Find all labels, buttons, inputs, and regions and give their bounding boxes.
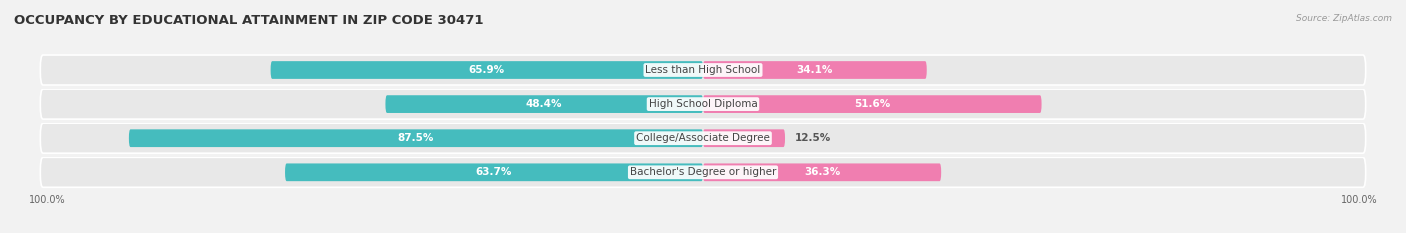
FancyBboxPatch shape: [129, 129, 703, 147]
FancyBboxPatch shape: [41, 89, 1365, 119]
FancyBboxPatch shape: [703, 129, 785, 147]
FancyBboxPatch shape: [41, 55, 1365, 85]
Text: High School Diploma: High School Diploma: [648, 99, 758, 109]
FancyBboxPatch shape: [41, 123, 1365, 153]
Text: 36.3%: 36.3%: [804, 167, 841, 177]
Text: 63.7%: 63.7%: [475, 167, 512, 177]
FancyBboxPatch shape: [270, 61, 703, 79]
FancyBboxPatch shape: [41, 157, 1365, 187]
Text: 65.9%: 65.9%: [468, 65, 505, 75]
FancyBboxPatch shape: [703, 61, 927, 79]
Text: 87.5%: 87.5%: [398, 133, 434, 143]
Text: 12.5%: 12.5%: [794, 133, 831, 143]
FancyBboxPatch shape: [703, 95, 1042, 113]
FancyBboxPatch shape: [285, 163, 703, 181]
FancyBboxPatch shape: [703, 163, 941, 181]
Text: OCCUPANCY BY EDUCATIONAL ATTAINMENT IN ZIP CODE 30471: OCCUPANCY BY EDUCATIONAL ATTAINMENT IN Z…: [14, 14, 484, 27]
Text: Source: ZipAtlas.com: Source: ZipAtlas.com: [1296, 14, 1392, 23]
Text: 51.6%: 51.6%: [855, 99, 890, 109]
Text: Less than High School: Less than High School: [645, 65, 761, 75]
Text: 48.4%: 48.4%: [526, 99, 562, 109]
FancyBboxPatch shape: [385, 95, 703, 113]
Text: Bachelor's Degree or higher: Bachelor's Degree or higher: [630, 167, 776, 177]
Text: College/Associate Degree: College/Associate Degree: [636, 133, 770, 143]
Text: 34.1%: 34.1%: [797, 65, 834, 75]
